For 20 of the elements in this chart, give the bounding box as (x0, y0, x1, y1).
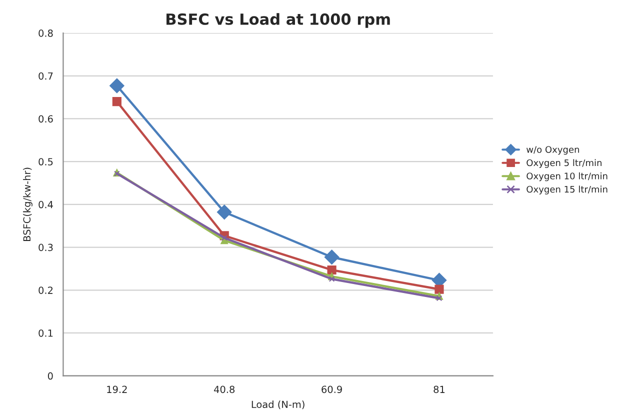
y-axis-title: BSFC(kg/kw-hr) (23, 168, 32, 241)
chart-title: BSFC vs Load at 1000 rpm (166, 13, 390, 28)
x-tick-label: 81 (434, 386, 445, 394)
y-tick-label: 0.4 (38, 200, 53, 208)
y-tick-label: 0.1 (38, 329, 53, 337)
y-tick-label: 0.6 (38, 115, 53, 123)
x-tick-label: 40.8 (214, 386, 235, 394)
x-tick-label: 19.2 (107, 386, 127, 394)
y-tick-label: 0 (48, 372, 53, 380)
y-tick-label: 0.8 (38, 30, 53, 37)
legend-label: Oxygen 5 ltr/min (526, 159, 602, 168)
x-axis-title: Load (N-m) (252, 400, 304, 410)
y-tick-label: 0.7 (38, 72, 53, 80)
legend-label: Oxygen 10 ltr/min (526, 172, 608, 182)
legend-label: Oxygen 15 ltr/min (526, 186, 608, 194)
legend-label: w/o Oxygen (526, 146, 579, 155)
x-tick-label: 60.9 (322, 386, 342, 394)
y-tick-label: 0.5 (38, 158, 53, 166)
y-tick-label: 0.3 (38, 244, 53, 252)
y-tick-label: 0.2 (38, 286, 53, 294)
